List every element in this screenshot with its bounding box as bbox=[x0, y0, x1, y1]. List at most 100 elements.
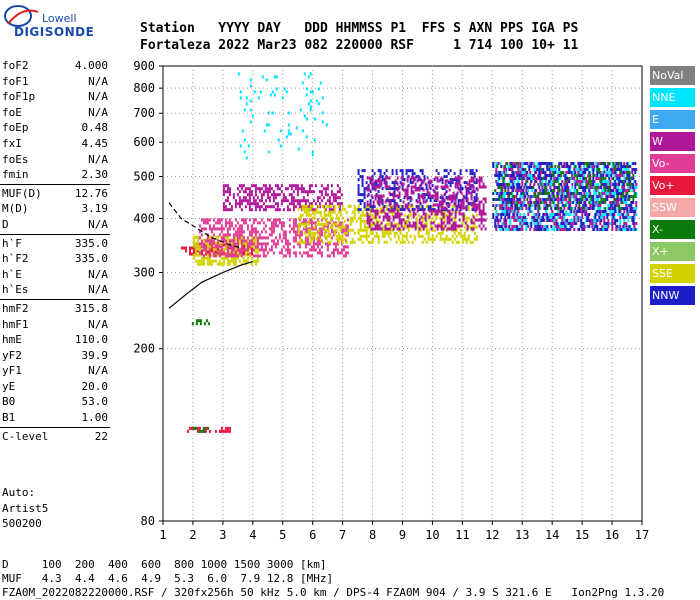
echo-point bbox=[381, 228, 384, 232]
echo-point bbox=[349, 240, 352, 244]
echo-point bbox=[333, 204, 336, 208]
echo-point bbox=[572, 192, 575, 195]
echo-point bbox=[454, 176, 457, 180]
echo-point bbox=[274, 196, 277, 200]
echo-point bbox=[254, 245, 257, 249]
param-name: h`F2 bbox=[2, 252, 29, 266]
echo-point bbox=[588, 219, 591, 222]
echo-point bbox=[302, 190, 305, 194]
echo-point bbox=[625, 225, 628, 228]
echo-point bbox=[465, 208, 468, 212]
echo-point bbox=[544, 192, 547, 195]
echo-point bbox=[413, 172, 416, 176]
echo-point bbox=[385, 231, 388, 235]
echo-point bbox=[601, 195, 604, 198]
echo-point bbox=[218, 429, 221, 433]
echo-point bbox=[323, 213, 326, 217]
echo-point bbox=[560, 183, 563, 186]
echo-point bbox=[603, 192, 606, 195]
echo-point bbox=[460, 206, 463, 210]
echo-point bbox=[385, 222, 388, 226]
echo-point bbox=[526, 180, 529, 183]
echo-point bbox=[189, 252, 191, 256]
echo-point bbox=[505, 207, 508, 210]
echo-point bbox=[504, 225, 507, 228]
echo-point bbox=[405, 172, 408, 176]
echo-point bbox=[416, 179, 419, 183]
echo-point bbox=[369, 205, 372, 209]
echo-point bbox=[484, 185, 487, 189]
echo-point bbox=[436, 212, 439, 216]
echo-point bbox=[365, 228, 368, 232]
echo-point bbox=[234, 224, 237, 228]
echo-point bbox=[330, 227, 333, 231]
echo-point bbox=[370, 182, 373, 186]
echo-point bbox=[571, 195, 574, 198]
echo-point bbox=[224, 205, 227, 209]
echo-point bbox=[398, 212, 401, 216]
echo-point bbox=[440, 200, 443, 204]
echo-point bbox=[202, 248, 205, 252]
echo-point bbox=[378, 176, 381, 180]
echo-point bbox=[446, 209, 449, 213]
echo-point bbox=[510, 192, 513, 195]
echo-point bbox=[470, 179, 473, 183]
echo-point bbox=[308, 242, 311, 246]
echo-point bbox=[359, 175, 362, 179]
echo-point bbox=[478, 209, 481, 213]
echo-point bbox=[248, 245, 251, 249]
echo-point bbox=[410, 188, 413, 192]
echo-point bbox=[412, 215, 415, 219]
echo-point bbox=[408, 221, 411, 225]
echo-point bbox=[339, 228, 342, 232]
echo-point bbox=[592, 228, 595, 231]
echo-point bbox=[406, 224, 409, 228]
echo-point bbox=[619, 189, 622, 192]
echo-point bbox=[243, 138, 246, 142]
echo-point bbox=[224, 242, 227, 246]
param-name: h`E bbox=[2, 267, 22, 281]
echo-point bbox=[193, 246, 195, 250]
echo-point bbox=[339, 225, 342, 229]
echo-point bbox=[553, 204, 556, 207]
echo-point bbox=[238, 233, 241, 237]
echo-point bbox=[296, 242, 299, 246]
echo-point bbox=[382, 209, 385, 213]
echo-point bbox=[369, 231, 372, 235]
echo-point bbox=[454, 215, 457, 219]
echo-point bbox=[503, 192, 506, 195]
echo-point bbox=[497, 213, 500, 216]
echo-point bbox=[506, 192, 509, 195]
echo-point bbox=[559, 177, 562, 180]
echo-point bbox=[372, 200, 375, 204]
echo-point bbox=[220, 251, 223, 255]
echo-point bbox=[530, 180, 533, 183]
echo-point bbox=[505, 222, 508, 225]
echo-point bbox=[501, 210, 504, 213]
param-row: C-level 22 bbox=[0, 429, 110, 445]
echo-point bbox=[425, 222, 428, 226]
echo-point bbox=[527, 201, 530, 204]
echo-point bbox=[234, 238, 237, 242]
echo-point bbox=[381, 231, 384, 235]
echo-point bbox=[519, 213, 522, 216]
echo-point bbox=[330, 190, 333, 194]
echo-point bbox=[494, 222, 497, 225]
echo-point bbox=[325, 213, 328, 217]
echo-point bbox=[268, 184, 271, 188]
param-value: 22 bbox=[94, 429, 108, 443]
echo-point bbox=[395, 222, 398, 226]
echo-point bbox=[273, 75, 276, 79]
param-value: N/A bbox=[88, 317, 108, 331]
echo-point bbox=[256, 196, 259, 200]
echo-point bbox=[351, 237, 354, 241]
echo-point bbox=[386, 185, 389, 189]
echo-point bbox=[618, 207, 621, 210]
echo-point bbox=[466, 188, 469, 192]
echo-point bbox=[532, 174, 535, 177]
echo-point bbox=[232, 196, 235, 200]
echo-point bbox=[230, 259, 233, 263]
echo-point bbox=[401, 237, 404, 241]
echo-point bbox=[274, 202, 277, 206]
echo-point bbox=[270, 227, 273, 231]
